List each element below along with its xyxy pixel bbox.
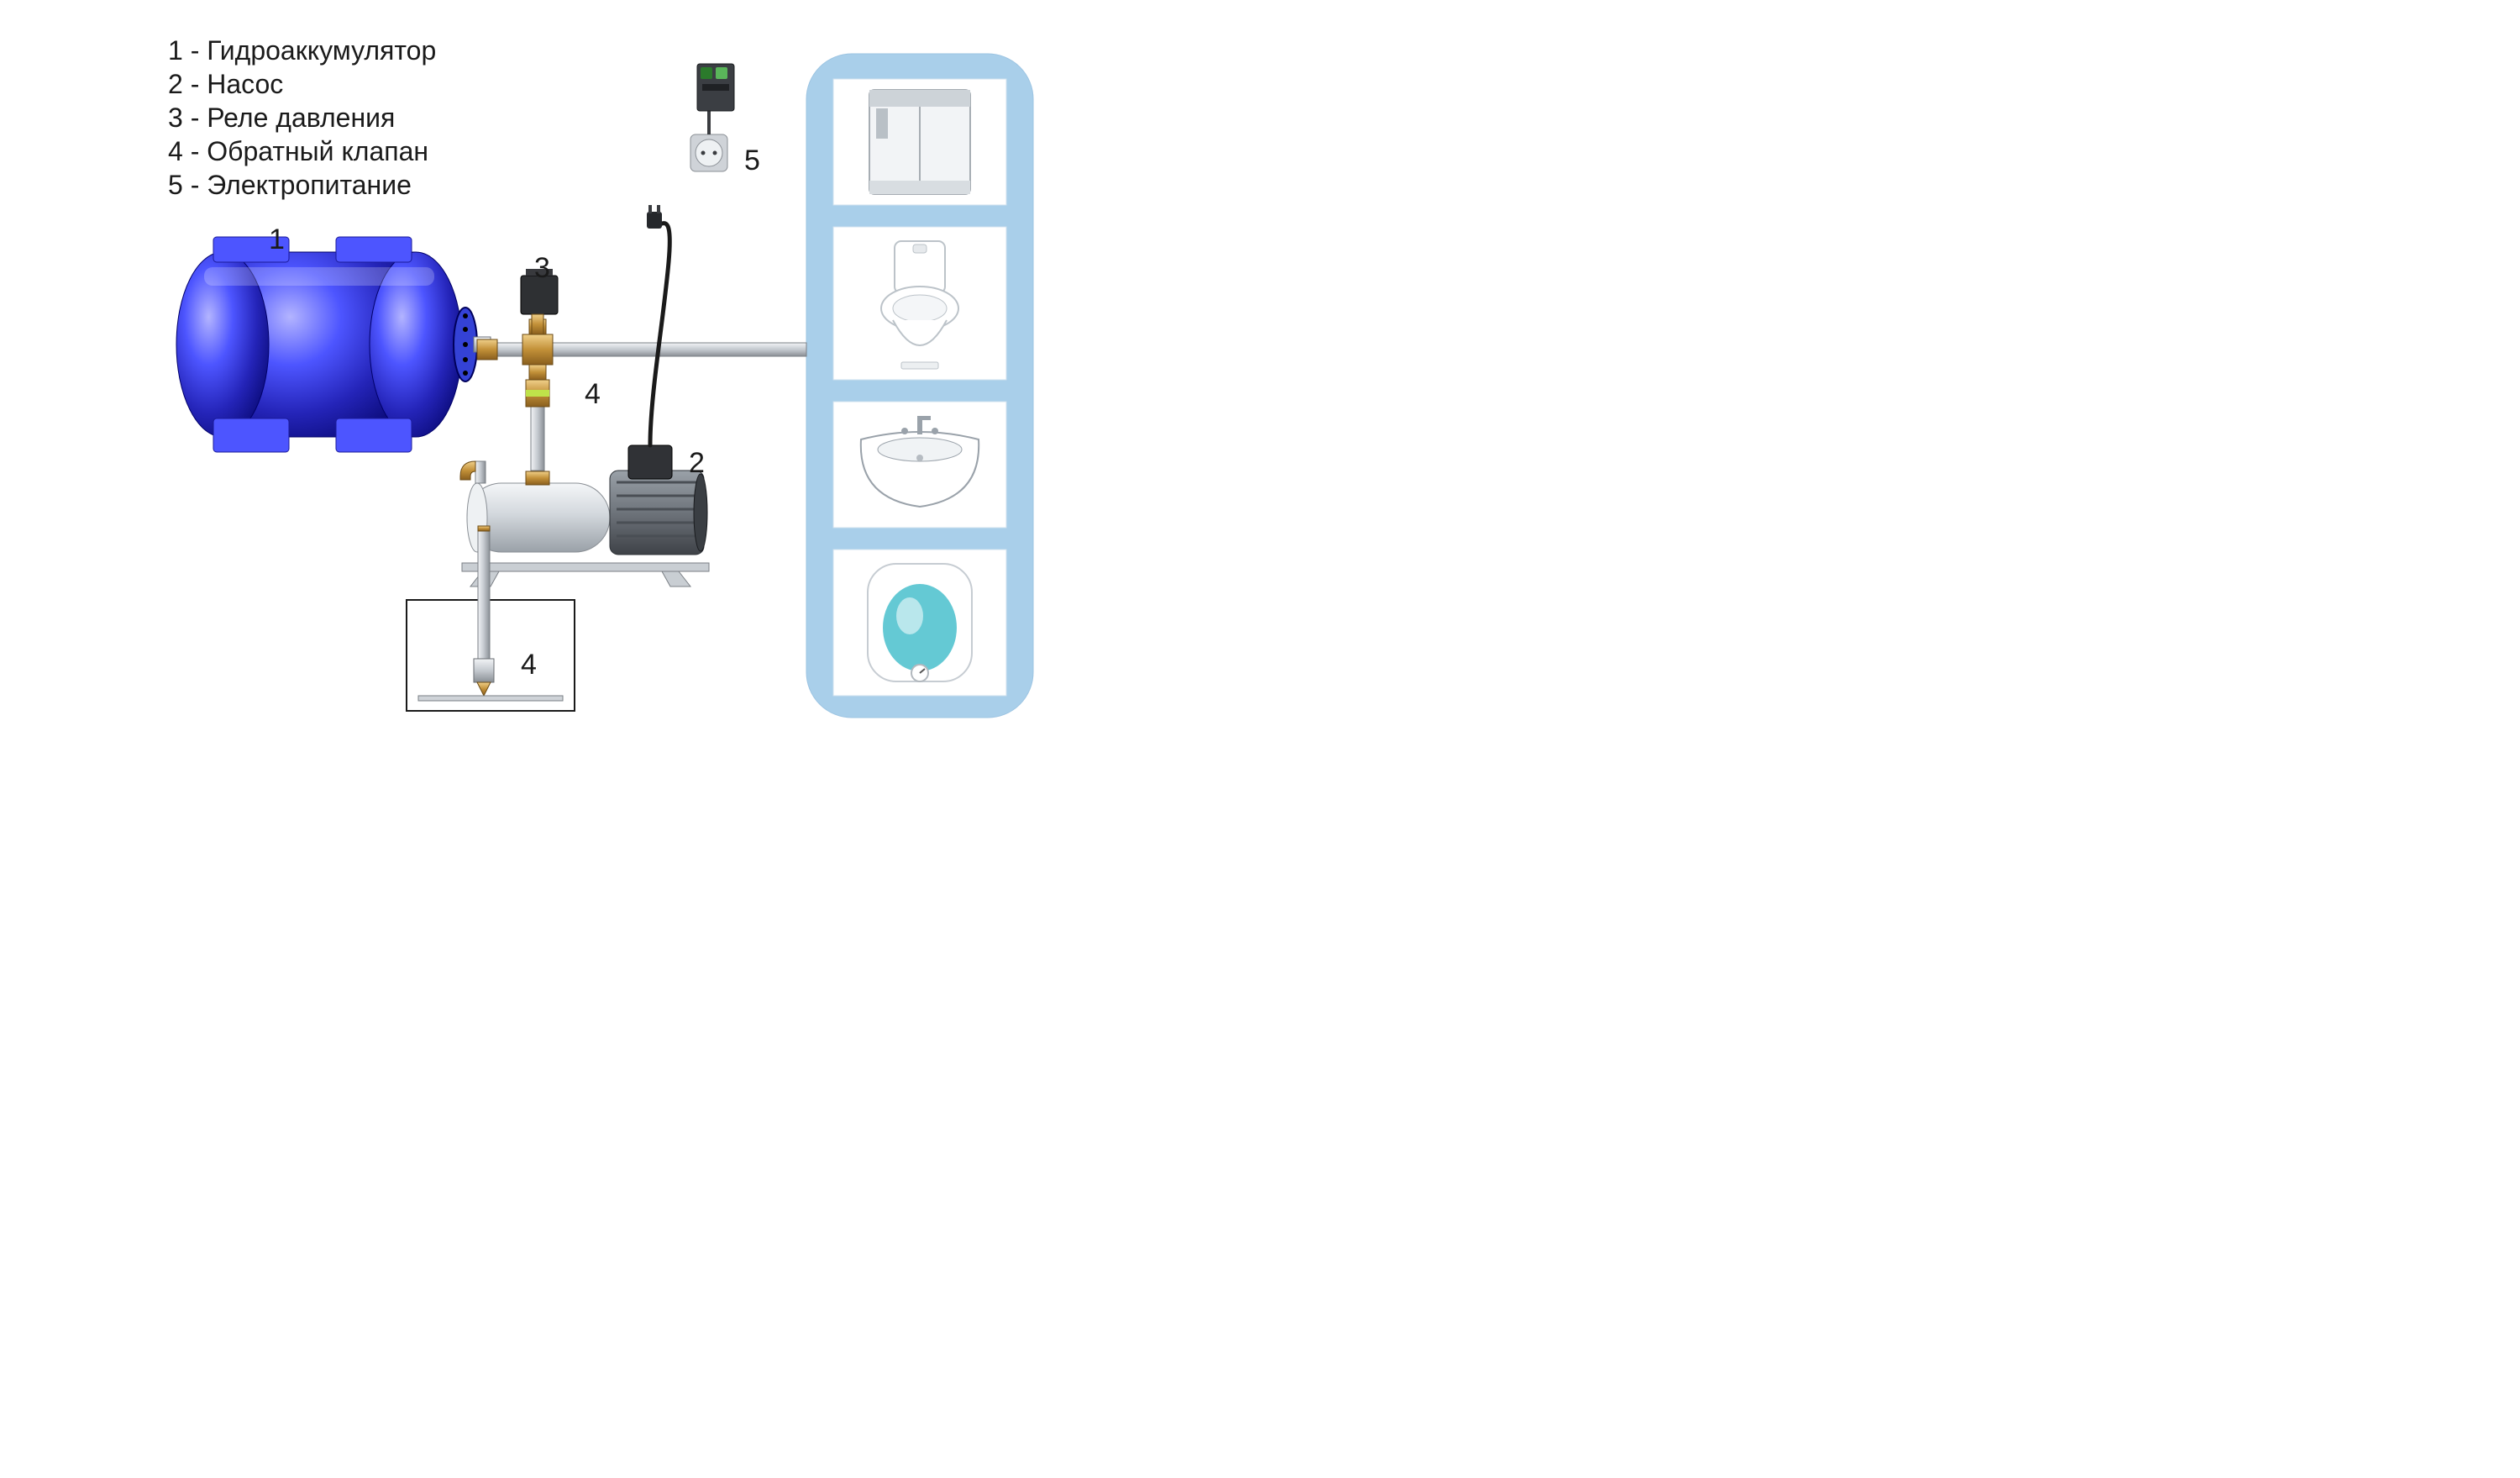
suction-well bbox=[407, 526, 575, 711]
power-supply bbox=[647, 64, 734, 445]
callout-c4a: 4 bbox=[585, 378, 601, 411]
diagram-svg bbox=[0, 0, 1260, 739]
pump-assembly bbox=[460, 445, 709, 586]
diagram-stage: 1 - Гидроаккумулятор2 - Насос3 - Реле да… bbox=[0, 0, 1260, 739]
piping-main bbox=[477, 269, 806, 471]
callout-c1: 1 bbox=[269, 224, 285, 256]
hydro-accumulator bbox=[176, 237, 491, 452]
callout-c4b: 4 bbox=[521, 649, 537, 681]
fixture-heater bbox=[833, 550, 1006, 696]
callout-c5: 5 bbox=[744, 145, 760, 177]
callout-c3: 3 bbox=[534, 252, 550, 285]
fixture-toilet bbox=[833, 227, 1006, 380]
fixture-shower bbox=[833, 79, 1006, 205]
consumers-panel bbox=[806, 54, 1033, 718]
callout-c2: 2 bbox=[689, 447, 705, 480]
fixture-sink bbox=[833, 402, 1006, 528]
